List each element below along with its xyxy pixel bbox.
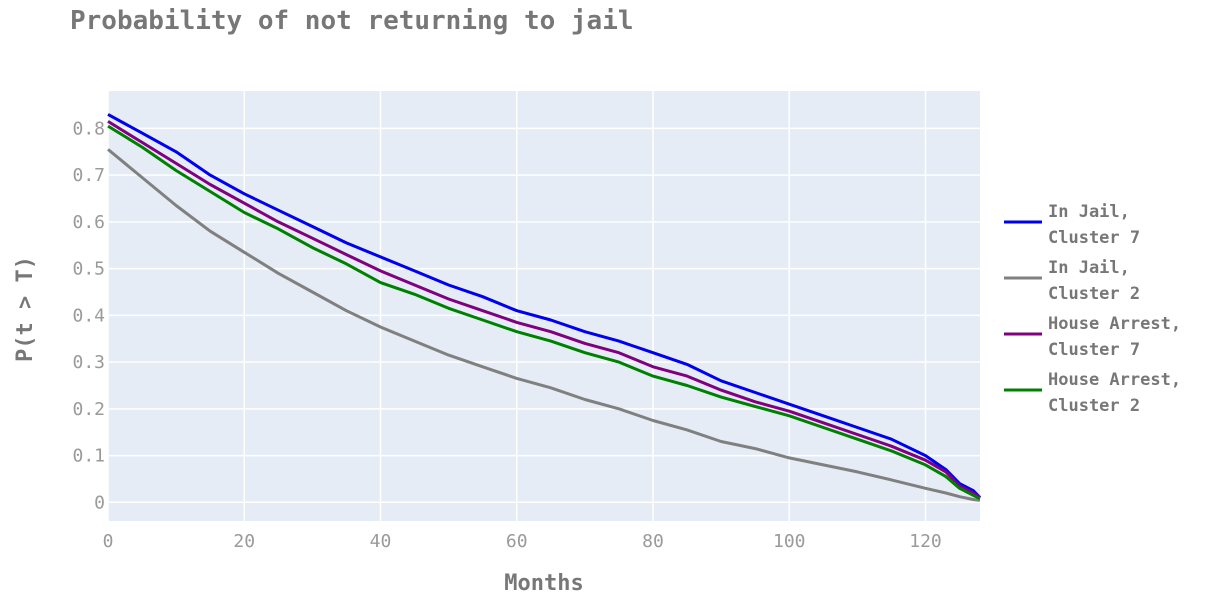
x-tick-label: 60 xyxy=(506,531,528,552)
x-axis-ticks: 0 20 40 60 80 100 120 xyxy=(103,531,942,552)
legend-label: Cluster 7 xyxy=(1048,228,1140,248)
series-line-4 xyxy=(107,124,981,500)
gridlines xyxy=(107,91,980,521)
x-tick-label: 20 xyxy=(233,531,255,552)
y-tick-label: 0 xyxy=(94,492,105,513)
x-axis-title: Months xyxy=(504,571,583,596)
legend-label: Cluster 2 xyxy=(1048,396,1140,416)
x-tick-label: 120 xyxy=(909,531,942,552)
series-line-2 xyxy=(107,148,981,502)
chart-title: Probability of not returning to jail xyxy=(70,6,634,36)
y-tick-label: 0.3 xyxy=(72,352,105,373)
legend-label: In Jail, xyxy=(1048,202,1130,222)
series-lines xyxy=(107,113,982,502)
legend-label: Cluster 2 xyxy=(1048,284,1140,304)
x-tick-label: 100 xyxy=(773,531,806,552)
legend-label: In Jail, xyxy=(1048,258,1130,278)
y-tick-label: 0.7 xyxy=(72,165,105,186)
legend: In Jail,Cluster 7In Jail,Cluster 2House … xyxy=(1004,202,1181,416)
legend-item-3[interactable]: House Arrest, Cluster 7 xyxy=(1004,314,1181,360)
y-axis-ticks: 0 0.1 0.2 0.3 0.4 0.5 0.6 0.7 0.8 xyxy=(72,118,105,513)
legend-label: Cluster 7 xyxy=(1048,340,1140,360)
y-tick-label: 0.4 xyxy=(72,305,105,326)
plot-area xyxy=(108,91,980,521)
series-line-1 xyxy=(107,113,982,499)
legend-item-1[interactable]: In Jail, Cluster 7 xyxy=(1004,202,1140,248)
y-tick-label: 0.6 xyxy=(72,212,105,233)
legend-item-4[interactable]: House Arrest, Cluster 2 xyxy=(1004,370,1181,416)
y-tick-label: 0.8 xyxy=(72,118,105,139)
x-tick-label: 40 xyxy=(370,531,392,552)
legend-label: House Arrest, xyxy=(1048,370,1181,390)
y-tick-label: 0.1 xyxy=(72,446,105,467)
series-line-3 xyxy=(107,120,981,499)
legend-item-2[interactable]: In Jail, Cluster 2 xyxy=(1004,258,1140,304)
y-tick-label: 0.2 xyxy=(72,399,105,420)
y-axis-title: P(t > T) xyxy=(13,256,38,362)
x-tick-label: 80 xyxy=(642,531,664,552)
y-tick-label: 0.5 xyxy=(72,259,105,280)
x-tick-label: 0 xyxy=(103,531,114,552)
legend-label: House Arrest, xyxy=(1048,314,1181,334)
